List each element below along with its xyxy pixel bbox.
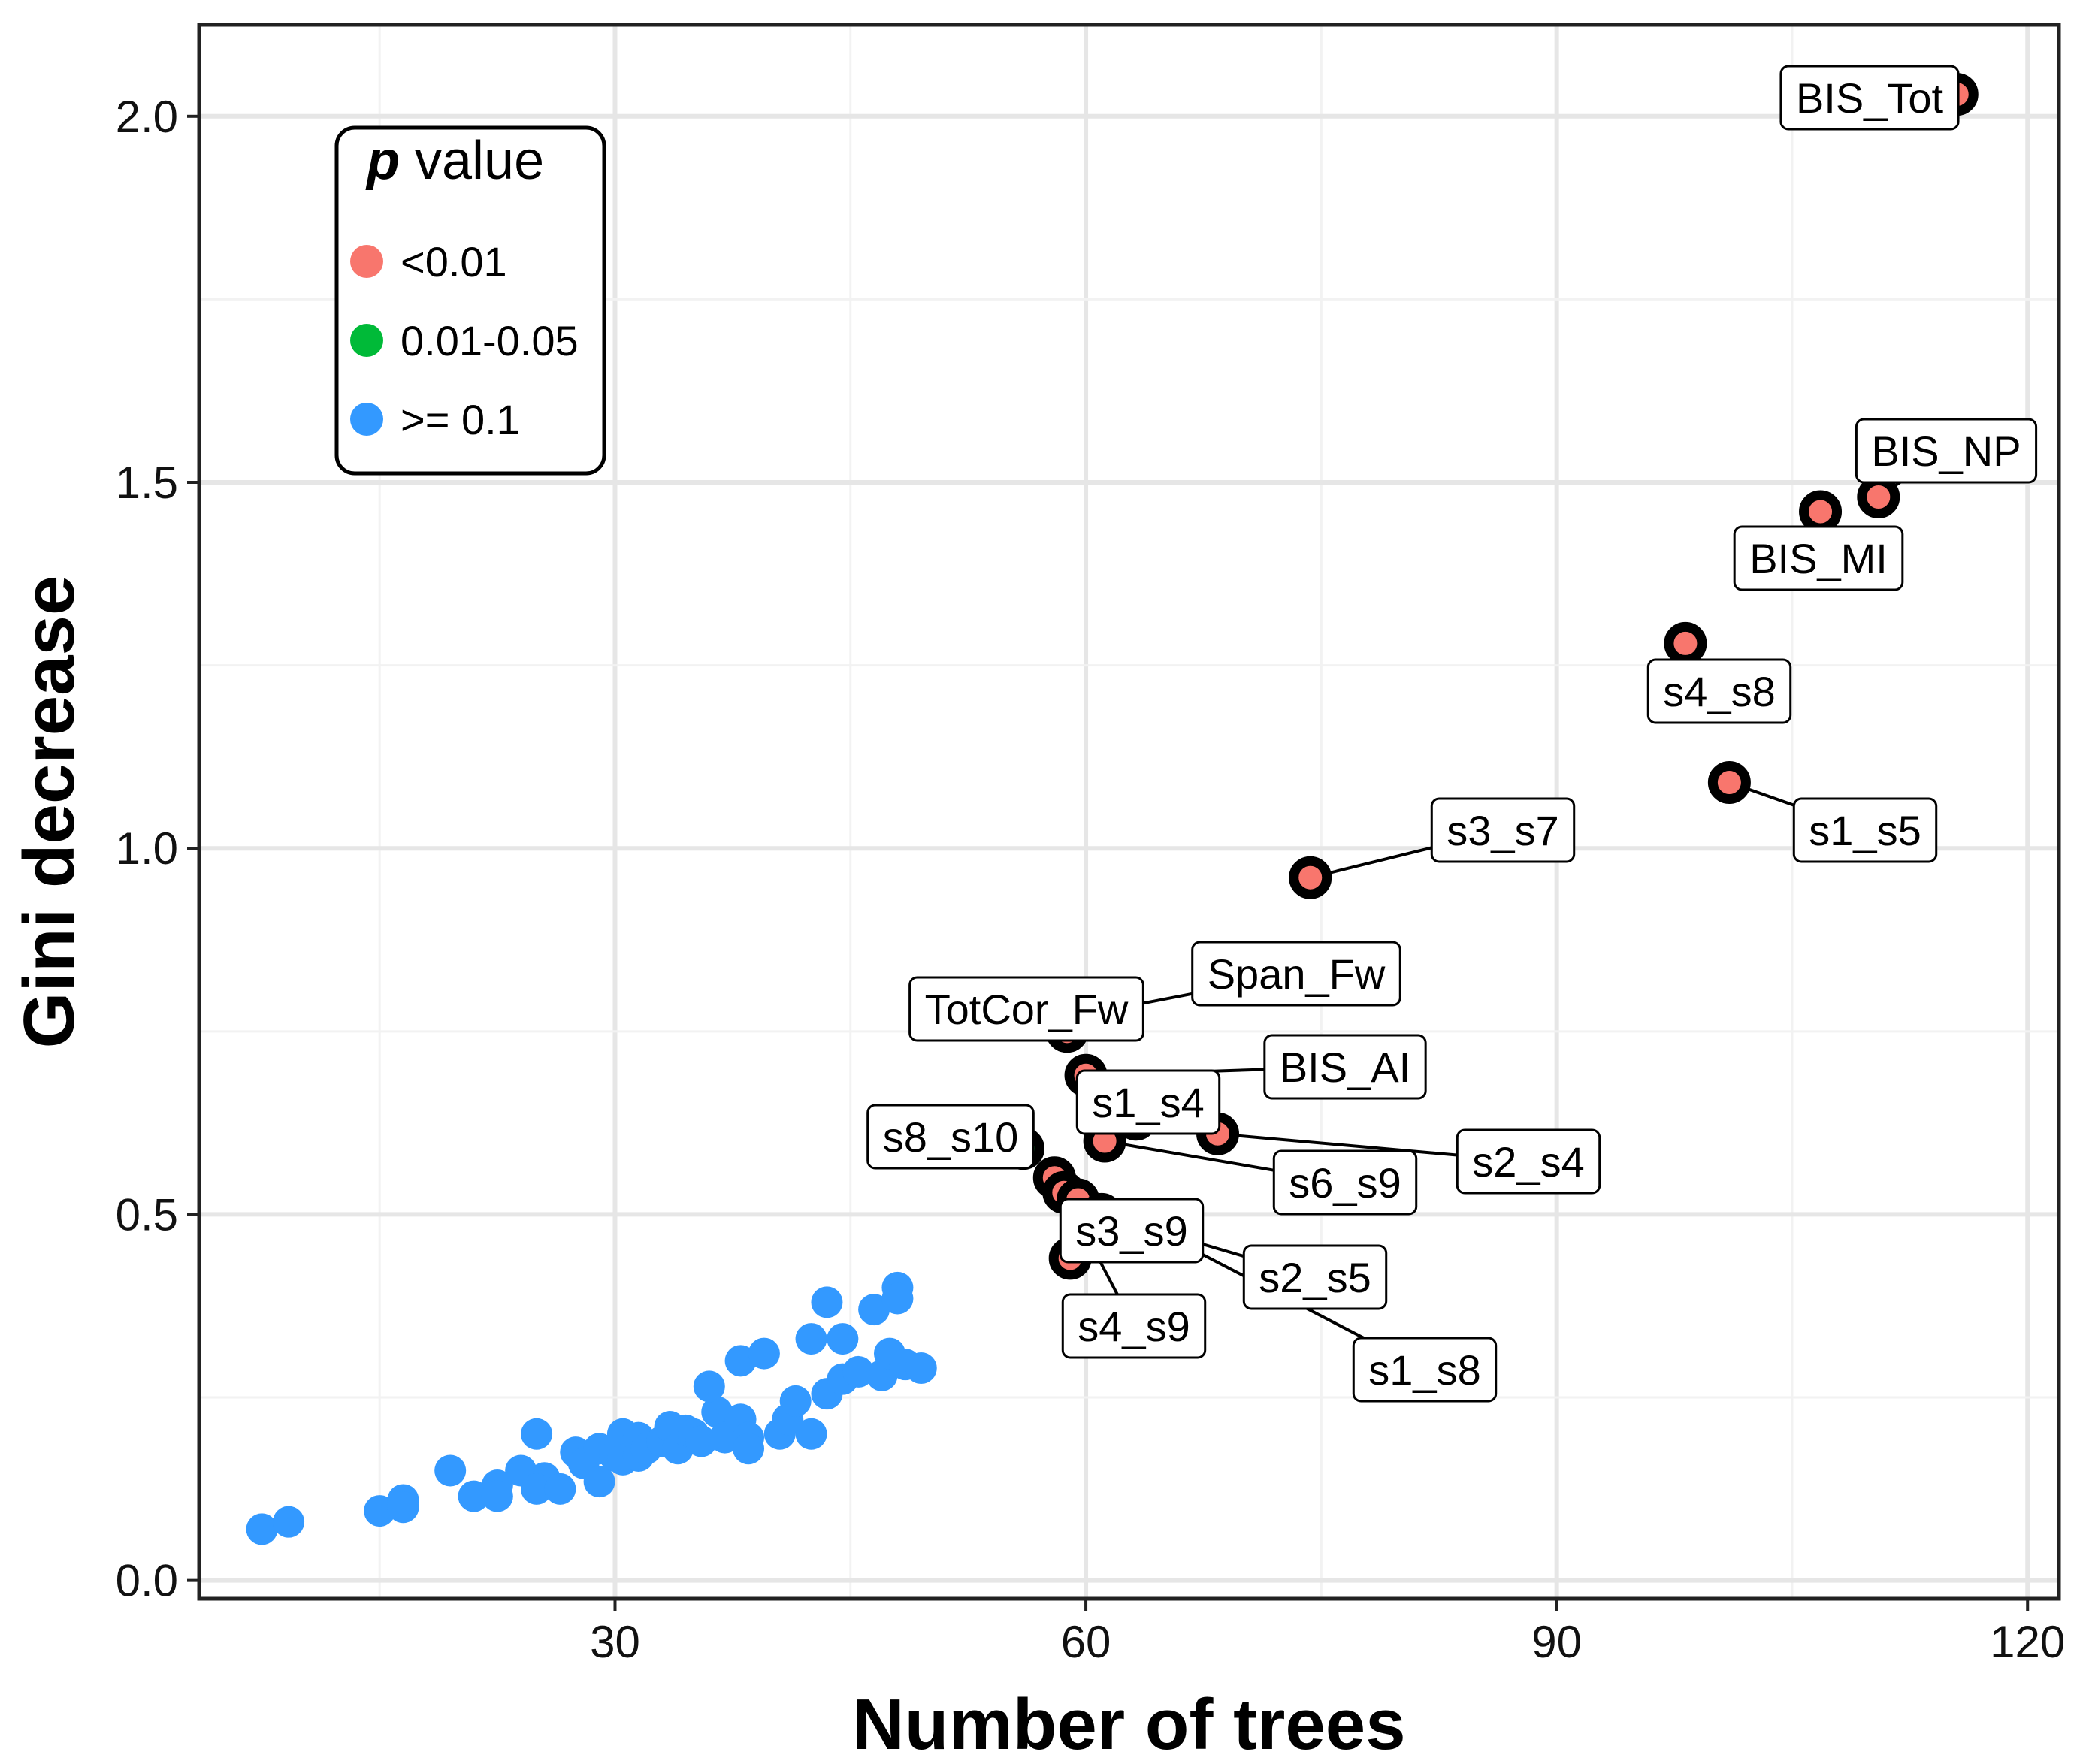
data-point [881,1282,914,1315]
legend-swatch [350,324,383,357]
data-point [521,1418,553,1450]
y-tick-label: 0.0 [116,1556,178,1606]
data-point [858,1294,890,1326]
legend-entry-label: >= 0.1 [401,396,520,443]
data-point [827,1323,859,1355]
data-point [521,1473,553,1505]
data-point [583,1466,615,1498]
point-label-text: s6_s9 [1289,1159,1401,1207]
y-axis-title: Gini decrease [9,575,89,1049]
data-point [273,1506,305,1538]
point-label-box [1059,1198,1205,1264]
point-label-box [908,976,1144,1042]
point-label-text: TotCor_Fw [925,986,1129,1033]
point-label-text: Span_Fw [1208,950,1386,998]
point-label-box [1191,941,1401,1007]
x-axis-title: Number of trees [852,1684,1405,1764]
point-label-box [1061,1293,1207,1359]
point-label-text: s8_s10 [883,1113,1019,1161]
legend-box [334,125,606,476]
point-label-text: BIS_NP [1871,427,2021,475]
label-connectors [950,92,1957,1371]
data-point [748,1337,780,1370]
x-tick-label: 60 [1061,1617,1111,1667]
data-point [434,1454,467,1487]
data-point-labeled [1857,476,1900,518]
legend-swatch [350,403,383,436]
point-label-box [1779,65,1960,131]
point-label-box [1430,797,1576,863]
point-label-text: BIS_AI [1280,1044,1410,1091]
point-labels: BIS_Tot BIS_NP BIS_MI s4_s8 s1_s5 s3_s7 Span_F… [866,65,2038,1403]
point-label-box [1352,1337,1498,1403]
point-label-box [1263,1034,1427,1100]
data-point [811,1286,843,1318]
legend: p value <0.01 0.01-0.05 >= 0.1 [334,125,606,476]
point-label-box [866,1104,1035,1170]
data-point-labeled [1289,856,1332,899]
point-label-text: s1_s5 [1809,807,1921,854]
point-label-text: s1_s8 [1368,1346,1480,1394]
data-point [693,1370,725,1403]
point-label-text: s4_s8 [1663,668,1775,715]
point-label-text: BIS_Tot [1796,74,1944,122]
point-label-box [1272,1149,1418,1216]
y-tick-label: 1.0 [116,823,178,874]
y-tick-label: 0.5 [116,1189,178,1240]
data-point [544,1473,576,1505]
point-label-text: s3_s9 [1075,1207,1187,1255]
data-point [685,1425,718,1457]
data-point [246,1513,278,1545]
data-point-labeled [1664,621,1707,665]
data-point [905,1352,937,1385]
y-tick-label: 1.5 [116,458,178,508]
data-point [795,1418,827,1450]
point-label-box [1792,797,1938,863]
data-point [364,1495,396,1527]
legend-title: p value [365,131,544,191]
x-tick-label: 90 [1531,1617,1582,1667]
point-label-text: s3_s7 [1447,807,1558,854]
point-label-text: BIS_MI [1749,535,1888,582]
legend-swatch [350,245,383,278]
plot-panel [197,23,2061,1601]
data-point-labeled [1799,490,1843,533]
y-tick-label: 2.0 [116,92,178,142]
data-point [733,1433,765,1465]
point-label-text: s2_s5 [1259,1254,1371,1301]
point-label-box [1456,1128,1601,1195]
data-point [795,1323,827,1355]
data-point-labeled [1707,761,1751,805]
point-label-box [1646,658,1792,724]
point-label-text: s1_s4 [1092,1079,1204,1126]
legend-entry-label: <0.01 [401,238,507,285]
point-label-box [1733,525,1904,591]
axes: 30 60 90 120 0.0 0.5 1.0 1.5 2.0 [116,92,2066,1667]
point-label-text: s4_s9 [1078,1303,1190,1350]
point-label-box [1075,1069,1221,1135]
data-point [387,1491,419,1524]
x-tick-label: 30 [590,1617,640,1667]
data-point [779,1385,812,1417]
point-label-text: s2_s4 [1472,1138,1584,1186]
point-label-box [1855,418,2038,484]
data-point [481,1480,513,1512]
data-point [842,1355,875,1388]
x-tick-label: 120 [1990,1617,2065,1667]
point-label-box [1242,1244,1388,1310]
data-point [458,1480,490,1512]
legend-entry-label: 0.01-0.05 [401,317,579,364]
